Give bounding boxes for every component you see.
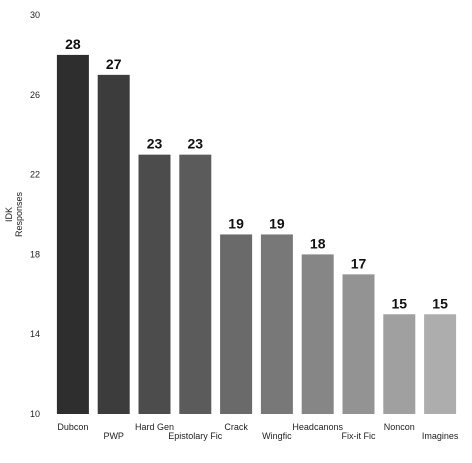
y-axis-ticks: 10 14 18 22 26 30 (30, 10, 40, 419)
data-label: 17 (351, 255, 367, 271)
y-axis-label: IDK Responses (4, 191, 24, 237)
x-tick-label: Crack (224, 422, 248, 432)
y-tick-label: 30 (30, 10, 40, 20)
data-label: 28 (65, 36, 81, 52)
data-label: 19 (269, 215, 285, 231)
bar (301, 254, 334, 414)
bar (97, 74, 130, 414)
y-tick-label: 10 (30, 409, 40, 419)
bar (220, 234, 253, 414)
y-tick-label: 26 (30, 90, 40, 100)
data-label: 15 (432, 295, 448, 311)
x-tick-label: Hard Gen (135, 422, 174, 432)
x-tick-label: Wingfic (262, 431, 292, 441)
x-tick-label: PWP (103, 431, 124, 441)
data-label: 23 (188, 136, 204, 152)
bar (179, 154, 212, 414)
data-label: 15 (392, 295, 408, 311)
data-label: 23 (147, 136, 163, 152)
data-label: 18 (310, 235, 326, 251)
value-labels: 28 27 23 23 19 19 18 17 15 15 (65, 36, 448, 311)
data-label: 27 (106, 56, 122, 72)
bar (383, 314, 416, 414)
y-tick-label: 18 (30, 249, 40, 259)
y-tick-label: 14 (30, 329, 40, 339)
data-label: 19 (228, 215, 244, 231)
y-tick-label: 22 (30, 170, 40, 180)
x-tick-label: Fix-it Fic (342, 431, 376, 441)
bar (260, 234, 293, 414)
bars (56, 54, 457, 415)
x-tick-label: Headcanons (292, 422, 343, 432)
x-tick-label: Imagines (422, 431, 459, 441)
x-tick-label: Noncon (384, 422, 415, 432)
bar (342, 274, 375, 414)
y-axis-label-line: Responses (14, 191, 24, 237)
y-axis-label-line: IDK (4, 207, 14, 222)
bar (56, 54, 89, 415)
bar (424, 314, 457, 414)
x-tick-label: Epistolary Fic (168, 431, 223, 441)
x-tick-label: Dubcon (57, 422, 88, 432)
bar (138, 154, 171, 414)
